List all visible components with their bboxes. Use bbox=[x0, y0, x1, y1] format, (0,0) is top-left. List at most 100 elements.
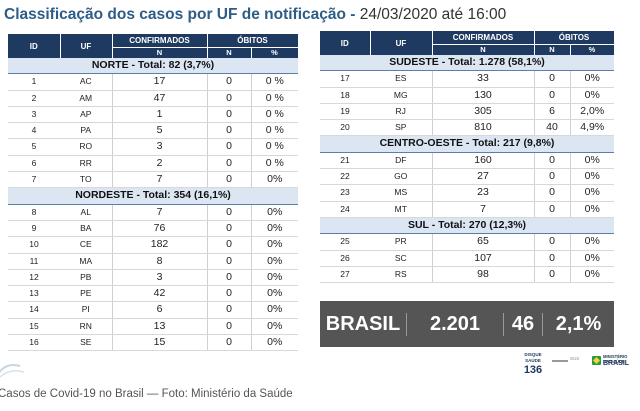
row-uf: AC bbox=[60, 73, 112, 91]
row-obitos-n: 40 bbox=[533, 119, 570, 137]
row-confirmados: 5 bbox=[111, 122, 207, 140]
table-row: 27 RS 98 0 0% bbox=[320, 266, 614, 284]
row-uf: SE bbox=[60, 334, 112, 352]
header-obitos-n: N bbox=[534, 44, 571, 55]
table-row: 20 SP 810 40 4,9% bbox=[320, 119, 614, 137]
table-row: 12 PB 3 0 0% bbox=[8, 269, 298, 287]
table-row: 19 RJ 305 6 2,0% bbox=[320, 103, 614, 121]
row-confirmados: 17 bbox=[111, 73, 207, 91]
brasil-total-bar: BRASIL 2.201 46 2,1% bbox=[320, 301, 614, 347]
row-obitos-n: 0 bbox=[533, 201, 570, 218]
row-id: 23 bbox=[320, 184, 370, 202]
region-total: SUL - Total: 270 (12,3%) bbox=[320, 217, 614, 235]
row-confirmados: 47 bbox=[111, 90, 207, 107]
row-uf: BA bbox=[60, 220, 112, 238]
row-uf: RJ bbox=[370, 103, 432, 121]
row-obitos-pct: 0% bbox=[250, 318, 298, 336]
row-obitos-n: 6 bbox=[533, 103, 570, 121]
row-uf: PR bbox=[370, 233, 432, 251]
row-id: 15 bbox=[8, 318, 60, 336]
title-date: 24/03/2020 até 16:00 bbox=[359, 6, 507, 23]
table-row: 5 RO 3 0 0 % bbox=[8, 138, 298, 156]
row-obitos-pct: 0% bbox=[569, 266, 614, 284]
table-row: 13 PE 42 0 0% bbox=[8, 285, 298, 303]
disque-saude-logo: DISQUE SAÚDE 136 bbox=[520, 352, 546, 376]
row-obitos-pct: 0 % bbox=[250, 73, 298, 91]
header-obitos: ÓBITOS bbox=[207, 34, 299, 48]
row-obitos-n: 0 bbox=[533, 168, 570, 186]
row-obitos-n: 0 bbox=[533, 250, 570, 267]
brasil-logo-text: BRASIL bbox=[603, 360, 630, 367]
image-caption: Casos de Covid-19 no Brasil — Foto: Mini… bbox=[0, 388, 293, 400]
row-uf: PE bbox=[60, 285, 112, 303]
region-total: NORTE - Total: 82 (3,7%) bbox=[8, 58, 298, 75]
row-uf: MA bbox=[60, 253, 112, 270]
disque-saude-small: DISQUE SAÚDE bbox=[524, 352, 542, 363]
left-cases-table: ID UF CONFIRMADOS ÓBITOS N N % NORTE - T… bbox=[8, 34, 299, 352]
row-confirmados: 13 bbox=[111, 318, 207, 336]
row-obitos-n: 0 bbox=[206, 285, 251, 303]
sus-logo: SUS bbox=[570, 356, 590, 361]
row-uf: GO bbox=[370, 168, 432, 186]
row-obitos-pct: 0 % bbox=[250, 138, 298, 156]
row-uf: MS bbox=[370, 184, 432, 202]
row-id: 17 bbox=[320, 70, 370, 88]
table-row: 15 RN 13 0 0% bbox=[8, 318, 298, 336]
row-uf: ES bbox=[370, 70, 432, 88]
row-id: 24 bbox=[320, 201, 370, 218]
row-id: 9 bbox=[8, 220, 60, 238]
brazil-flag-icon bbox=[592, 356, 601, 365]
left-table-body: NORTE - Total: 82 (3,7%) 1 AC 17 0 0 % 2 AM 47 0 0… bbox=[8, 58, 298, 352]
right-cases-table: ID UF CONFIRMADOS ÓBITOS N N % SUDESTE -… bbox=[320, 31, 615, 284]
row-uf: SP bbox=[370, 119, 432, 137]
row-obitos-n: 0 bbox=[206, 236, 251, 254]
row-uf: MT bbox=[370, 201, 432, 218]
row-obitos-n: 0 bbox=[533, 233, 570, 251]
row-obitos-n: 0 bbox=[206, 171, 251, 189]
row-id: 12 bbox=[8, 269, 60, 287]
row-obitos-pct: 0% bbox=[250, 253, 298, 270]
total-confirmados: 2.201 bbox=[407, 312, 504, 336]
row-obitos-pct: 0% bbox=[569, 168, 614, 186]
row-confirmados: 7 bbox=[111, 171, 207, 189]
row-id: 19 bbox=[320, 103, 370, 121]
region-total: SUDESTE - Total: 1.278 (58,1%) bbox=[320, 55, 614, 72]
government-brasil-logo: MINISTÉRIO DA SAÚDE BRASIL bbox=[592, 354, 630, 370]
row-id: 20 bbox=[320, 119, 370, 137]
header-uf: UF bbox=[370, 31, 433, 55]
row-id: 3 bbox=[8, 106, 60, 124]
total-pct: 2,1% bbox=[555, 312, 602, 335]
table-row: 16 SE 15 0 0% bbox=[8, 334, 298, 352]
row-uf: CE bbox=[60, 236, 112, 254]
row-confirmados: 98 bbox=[431, 266, 534, 284]
row-id: 6 bbox=[8, 155, 60, 173]
row-obitos-pct: 0% bbox=[569, 201, 614, 218]
row-obitos-n: 0 bbox=[533, 70, 570, 88]
row-obitos-pct: 0 % bbox=[250, 106, 298, 124]
row-obitos-pct: 2,0% bbox=[569, 103, 614, 121]
row-obitos-pct: 0% bbox=[569, 70, 614, 88]
row-obitos-n: 0 bbox=[206, 269, 251, 287]
row-obitos-n: 0 bbox=[206, 220, 251, 238]
row-confirmados: 23 bbox=[431, 184, 534, 202]
row-confirmados: 42 bbox=[111, 285, 207, 303]
row-uf: RN bbox=[60, 318, 112, 336]
row-confirmados: 160 bbox=[431, 152, 534, 170]
page-title: Classificação dos casos por UF de notifi… bbox=[4, 6, 506, 24]
row-confirmados: 810 bbox=[431, 119, 534, 137]
table-row: 4 PA 5 0 0 % bbox=[8, 122, 298, 140]
table-row: 2 AM 47 0 0 % bbox=[8, 90, 298, 107]
row-obitos-n: 0 bbox=[533, 152, 570, 170]
table-row: 14 PI 6 0 0% bbox=[8, 301, 298, 319]
header-confirmados-n: N bbox=[112, 47, 208, 58]
sus-text: SUS bbox=[570, 356, 580, 361]
row-obitos-pct: 0% bbox=[250, 220, 298, 238]
separator-arrow-icon bbox=[552, 360, 568, 362]
row-obitos-n: 0 bbox=[533, 266, 570, 284]
row-obitos-pct: 0% bbox=[250, 285, 298, 303]
row-confirmados: 3 bbox=[111, 138, 207, 156]
row-id: 25 bbox=[320, 233, 370, 251]
table-row: 18 MG 130 0 0% bbox=[320, 87, 614, 104]
row-confirmados: 7 bbox=[431, 201, 534, 218]
row-uf: AP bbox=[60, 106, 112, 124]
